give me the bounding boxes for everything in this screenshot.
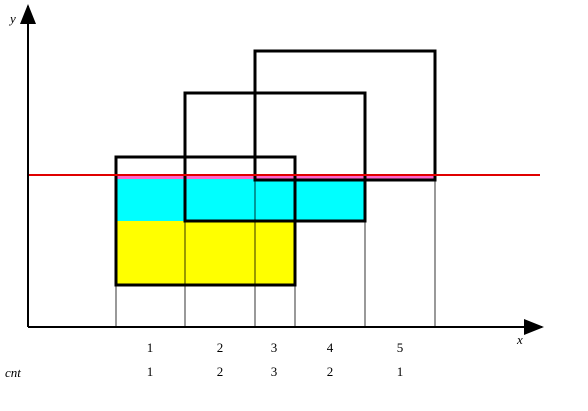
cnt-value: 1	[147, 364, 154, 379]
rectangles	[114, 49, 437, 287]
y-axis-label: y	[8, 11, 16, 26]
column-label: 4	[327, 340, 334, 355]
column-label: 3	[271, 340, 278, 355]
cyan-region	[116, 177, 365, 221]
column-label: 2	[217, 340, 224, 355]
cnt-value: 1	[397, 364, 404, 379]
cnt-value: 2	[327, 364, 334, 379]
magenta-strip	[116, 174, 435, 179]
x-axis-label: x	[516, 332, 523, 347]
column-label: 5	[397, 340, 404, 355]
column-dividers	[115, 177, 436, 327]
row-label: cnt	[5, 365, 21, 380]
cnt-value: 2	[217, 364, 224, 379]
column-label: 1	[147, 340, 154, 355]
yellow-region	[116, 221, 295, 285]
cnt-value: 3	[271, 364, 278, 379]
